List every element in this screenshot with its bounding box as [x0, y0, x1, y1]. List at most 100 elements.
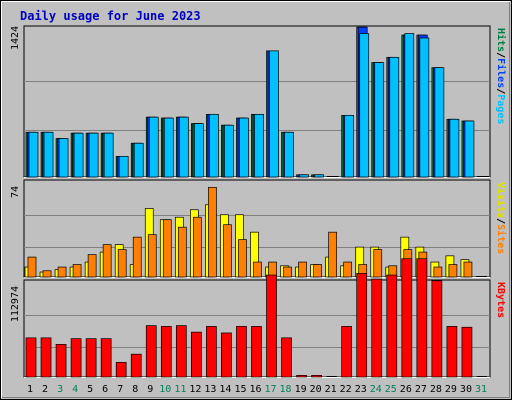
bar-pages-day-5 — [88, 132, 99, 178]
bar-kbytes-day-12 — [191, 331, 202, 378]
bar-kbytes-day-20 — [311, 375, 322, 378]
bar-pages-day-30 — [464, 120, 475, 178]
bar-sites-day-15 — [238, 239, 247, 278]
day-label-11: 11 — [174, 384, 186, 395]
bar-sites-day-10 — [162, 219, 172, 278]
bar-pages-day-13 — [209, 113, 219, 178]
chart-title: Daily usage for June 2023 — [20, 9, 201, 23]
bar-kbytes-day-26 — [401, 258, 413, 378]
bar-sites-day-2 — [42, 270, 52, 278]
bar-pages-day-24 — [374, 62, 385, 178]
side-legend-item: / — [495, 88, 506, 94]
bar-sites-day-30 — [463, 261, 473, 278]
bar-sites-day-18 — [283, 266, 292, 278]
bar-sites-day-11 — [177, 226, 187, 278]
bar-kbytes-day-11 — [175, 325, 187, 378]
day-label-21: 21 — [325, 384, 337, 395]
day-label-16: 16 — [249, 384, 261, 395]
bar-kbytes-day-2 — [40, 337, 52, 378]
day-label-15: 15 — [234, 384, 246, 395]
bar-pages-day-6 — [103, 132, 114, 178]
bar-pages-day-8 — [133, 142, 144, 178]
bar-sites-day-24 — [373, 249, 383, 278]
bar-sites-day-7 — [117, 249, 127, 278]
bar-kbytes-day-23 — [356, 273, 368, 378]
day-label-12: 12 — [189, 384, 201, 395]
day-label-26: 26 — [400, 384, 412, 395]
day-label-22: 22 — [340, 384, 352, 395]
bar-sites-day-29 — [448, 264, 458, 278]
day-label-24: 24 — [370, 384, 382, 395]
axis-max-label: 74 — [10, 186, 21, 198]
bar-sites-day-20 — [313, 264, 322, 278]
bar-kbytes-day-13 — [206, 326, 217, 378]
side-legend-item: Visits — [495, 182, 507, 218]
bar-pages-day-1 — [28, 131, 39, 178]
day-label-1: 1 — [27, 384, 33, 395]
bar-pages-day-10 — [163, 117, 174, 178]
bar-pages-day-27 — [419, 37, 430, 178]
bar-kbytes-day-7 — [115, 361, 127, 378]
bar-kbytes-day-19 — [296, 375, 307, 378]
bar-kbytes-day-28 — [431, 280, 443, 378]
bar-kbytes-day-9 — [145, 325, 157, 378]
bar-pages-day-29 — [449, 118, 460, 178]
bar-kbytes-day-8 — [130, 353, 142, 378]
side-legend-item: / — [495, 52, 506, 58]
bar-kbytes-day-25 — [386, 274, 398, 378]
bar-kbytes-day-14 — [221, 332, 232, 378]
day-label-14: 14 — [219, 384, 231, 395]
bar-kbytes-day-27 — [416, 258, 428, 378]
bar-kbytes-day-24 — [371, 278, 383, 378]
day-label-28: 28 — [430, 384, 442, 395]
day-label-30: 30 — [460, 384, 472, 395]
day-label-8: 8 — [132, 384, 138, 395]
day-label-6: 6 — [102, 384, 108, 395]
day-label-18: 18 — [280, 384, 292, 395]
day-label-13: 13 — [204, 384, 216, 395]
bar-pages-day-3 — [58, 138, 69, 178]
day-label-17: 17 — [265, 384, 277, 395]
day-label-9: 9 — [147, 384, 153, 395]
bar-sites-day-14 — [223, 224, 232, 278]
day-label-25: 25 — [385, 384, 397, 395]
bar-pages-day-4 — [73, 132, 84, 178]
side-legend-item: / — [495, 218, 506, 224]
side-legend-item: KBytes — [495, 282, 506, 318]
day-label-29: 29 — [445, 384, 457, 395]
bar-pages-day-19 — [299, 174, 309, 178]
side-legend-item: Hits — [495, 28, 507, 52]
bar-kbytes-day-5 — [85, 338, 97, 378]
bar-pages-day-2 — [43, 131, 54, 178]
bar-pages-day-11 — [178, 116, 189, 178]
day-label-27: 27 — [415, 384, 427, 395]
bar-pages-day-25 — [389, 56, 400, 178]
bar-kbytes-day-4 — [70, 338, 82, 378]
bar-pages-day-12 — [194, 123, 204, 178]
side-legend: Hits/Files/Pages — [495, 28, 507, 124]
bar-kbytes-day-3 — [55, 344, 67, 378]
bar-sites-day-3 — [57, 266, 67, 278]
axis-max-label: 112974 — [10, 286, 21, 322]
day-label-4: 4 — [72, 384, 78, 395]
chart-panels: 1424 Hits/Files/Pages 74 Visits/Sites 112974… — [10, 25, 507, 378]
day-label-19: 19 — [295, 384, 307, 395]
side-legend: KBytes — [495, 282, 506, 318]
bar-sites-day-28 — [433, 266, 443, 278]
bar-kbytes-day-30 — [461, 326, 473, 378]
side-legend-item: Files — [495, 58, 507, 88]
bar-pages-day-14 — [224, 124, 234, 178]
bar-kbytes-day-10 — [160, 326, 172, 378]
side-legend: Visits/Sites — [495, 182, 507, 254]
bar-pages-day-9 — [148, 116, 159, 178]
bar-pages-day-20 — [314, 174, 324, 178]
bar-sites-day-1 — [27, 256, 37, 278]
day-label-7: 7 — [117, 384, 123, 395]
bar-sites-day-9 — [147, 234, 157, 278]
day-label-23: 23 — [355, 384, 367, 395]
bar-kbytes-day-22 — [341, 326, 353, 378]
bar-sites-day-21 — [328, 231, 337, 278]
panel-hits-files-pages: 1424 Hits/Files/Pages — [10, 25, 507, 178]
bar-sites-day-8 — [132, 236, 142, 278]
